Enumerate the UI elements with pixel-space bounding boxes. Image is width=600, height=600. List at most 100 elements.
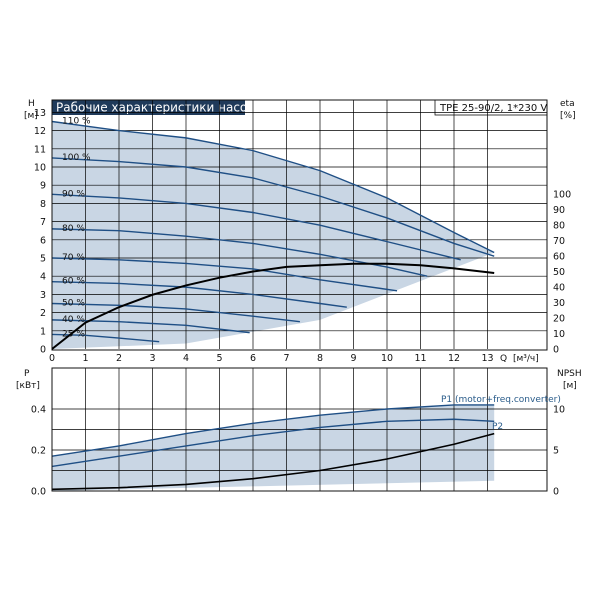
- npsh-axis-label: NPSH: [557, 369, 582, 379]
- power-axis-unit: [кВт]: [16, 381, 40, 391]
- eta-tick-label: 100: [553, 190, 571, 201]
- flow-tick-label: 4: [183, 353, 189, 364]
- power-axis-label: P: [24, 369, 30, 379]
- speed-label: 40 %: [62, 315, 85, 325]
- speed-label: 50 %: [62, 299, 85, 309]
- head-tick-label: 8: [40, 199, 46, 210]
- head-tick-label: 13: [34, 108, 46, 119]
- head-tick-label: 2: [40, 308, 46, 319]
- head-curve-1: [51, 157, 495, 257]
- head-curve-0: [51, 120, 495, 254]
- head-curve-7: [51, 319, 250, 334]
- head-curve-2: [51, 193, 461, 261]
- p1-series-label: P1 (motor+freq.converter): [441, 395, 561, 405]
- flow-tick-label: 5: [216, 353, 222, 364]
- title-box: [52, 100, 245, 115]
- npsh-tick-label: 10: [553, 405, 565, 416]
- speed-label: 80 %: [62, 224, 85, 234]
- head-tick-label: 11: [34, 144, 46, 155]
- head-curves: [51, 120, 495, 350]
- speed-labels: 110 % 100 % 90 % 80 % 70 % 60 % 50 % 40 % 25 %: [62, 117, 91, 340]
- power-range: [52, 404, 495, 491]
- eta-axis-unit: [%]: [560, 111, 576, 121]
- eta-tick-label: 70: [553, 236, 565, 247]
- speed-label: 100 %: [62, 153, 91, 163]
- head-tick-label: 6: [40, 235, 46, 246]
- head-tick-label: 7: [40, 217, 46, 228]
- head-curve-6: [51, 302, 300, 323]
- flow-tick-label: 9: [350, 353, 356, 364]
- npsh-tick-label: 5: [553, 446, 559, 457]
- eta-tick-label: 10: [553, 329, 565, 340]
- power-axis-ticks: 0.0 0.2 0.4: [31, 405, 46, 498]
- power-panel: P [кВт] NPSH [м] 0.0 0.2 0.4 0 5 10 P1 (moto…: [16, 367, 582, 498]
- head-panel: Рабочие характеристики насоса TPE 25-90/…: [24, 99, 576, 364]
- power-tick-label: 0.4: [31, 405, 46, 416]
- speed-label: 25 %: [62, 329, 85, 339]
- power-tick-label: 0.0: [31, 487, 46, 498]
- operating-area: [52, 121, 495, 349]
- head-axis-unit: [м]: [24, 111, 38, 121]
- eta-tick-label: 20: [553, 314, 565, 325]
- flow-axis-unit: [м³/ч]: [513, 354, 539, 364]
- p2-series-label: P2: [492, 422, 503, 432]
- head-tick-label: 4: [40, 272, 46, 283]
- power-curve-1: [51, 418, 495, 468]
- flow-axis-label: Q [м³/ч]: [500, 354, 539, 364]
- power-grid: [52, 368, 547, 491]
- flow-axis-symbol: Q: [500, 354, 507, 364]
- flow-tick-label: 11: [414, 353, 426, 364]
- head-curve-5: [51, 280, 347, 308]
- eta-tick-label: 80: [553, 221, 565, 232]
- efficiency-curve: [51, 262, 495, 350]
- head-tick-label: 3: [40, 290, 46, 301]
- flow-tick-label: 6: [250, 353, 256, 364]
- eta-axis-label: eta: [560, 99, 575, 109]
- flow-tick-label: 8: [317, 353, 323, 364]
- head-tick-label: 12: [34, 126, 46, 137]
- flow-tick-label: 2: [116, 353, 122, 364]
- npsh-axis-ticks: 0 5 10: [553, 405, 565, 498]
- head-tick-label: 0: [40, 345, 46, 356]
- flow-tick-label: 1: [82, 353, 88, 364]
- flow-tick-label: 3: [149, 353, 155, 364]
- head-tick-label: 1: [40, 326, 46, 337]
- chart-title: Рабочие характеристики насоса: [56, 101, 261, 115]
- head-tick-label: 5: [40, 254, 46, 265]
- flow-tick-label: 12: [448, 353, 460, 364]
- npsh-tick-label: 0: [553, 487, 559, 498]
- power-curve-0: [51, 404, 495, 457]
- head-curve-3: [51, 228, 428, 277]
- operating-range-area: [52, 121, 495, 349]
- flow-tick-label: 10: [381, 353, 393, 364]
- flow-tick-label: 13: [481, 353, 493, 364]
- head-tick-label: 10: [34, 163, 46, 174]
- eta-axis-ticks: 0 10 20 30 40 50 60 70 80 90 100: [553, 190, 571, 356]
- eta-tick-label: 50: [553, 267, 565, 278]
- flow-tick-label: 0: [49, 353, 55, 364]
- power-plot-frame: [51, 367, 548, 492]
- head-plot-frame: [51, 99, 548, 351]
- head-axis-label: H: [28, 99, 35, 109]
- head-tick-label: 9: [40, 181, 46, 192]
- speed-label: 60 %: [62, 277, 85, 287]
- flow-axis-ticks: 0 1 2 3 4 5 6 7 8 9 10 11 12 13: [49, 353, 494, 364]
- eta-tick-label: 40: [553, 283, 565, 294]
- power-tick-label: 0.2: [31, 446, 46, 457]
- pump-model-label: TPE 25-90/2, 1*230 V: [439, 103, 547, 114]
- npsh-curve: [51, 432, 495, 491]
- eta-tick-label: 30: [553, 298, 565, 309]
- flow-tick-label: 7: [283, 353, 289, 364]
- power-range-area: [52, 404, 495, 491]
- head-curve-4: [51, 257, 398, 292]
- npsh-axis-unit: [м]: [563, 381, 577, 391]
- eta-tick-label: 90: [553, 205, 565, 216]
- eta-tick-label: 0: [553, 345, 559, 356]
- speed-label: 90 %: [62, 189, 85, 199]
- power-curves: [51, 404, 495, 491]
- speed-label: 110 %: [62, 117, 91, 127]
- eta-tick-label: 60: [553, 252, 565, 263]
- speed-label: 70 %: [62, 253, 85, 263]
